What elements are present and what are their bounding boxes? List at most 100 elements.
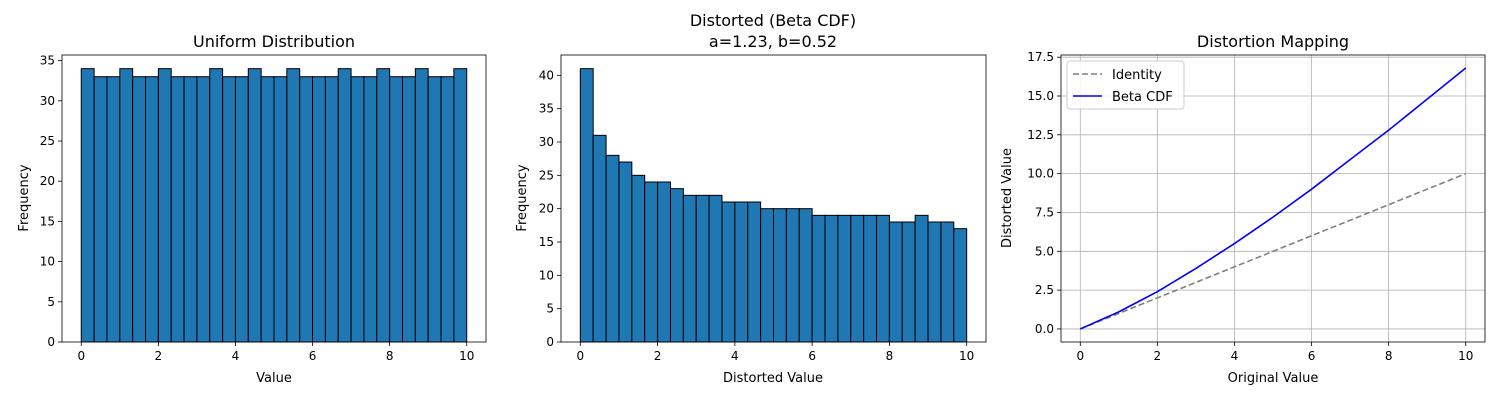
y-tick-label: 12.5 bbox=[1027, 128, 1054, 142]
histogram-bar bbox=[631, 174, 646, 343]
chart-1-x-ticks: 0 2 4 6 8 10 bbox=[77, 342, 474, 363]
y-tick-label: 30 bbox=[40, 94, 55, 108]
series-line-identity bbox=[1079, 172, 1467, 330]
histogram-bar bbox=[695, 194, 710, 343]
histogram-bar bbox=[350, 76, 365, 343]
y-tick-label: 35 bbox=[539, 102, 554, 116]
chart-2-x-axis-label: Distorted Value bbox=[723, 371, 823, 386]
histogram-bar bbox=[312, 76, 326, 343]
y-tick-label: 20 bbox=[40, 174, 55, 188]
histogram-bar bbox=[888, 221, 903, 343]
histogram-bar bbox=[196, 76, 211, 343]
x-tick-label: 8 bbox=[886, 349, 894, 363]
y-tick-label: 25 bbox=[40, 134, 55, 148]
chart-3-y-ticks: 0.0 2.5 5.0 7.5 10.0 12.5 15.0 17.5 bbox=[1027, 50, 1061, 336]
histogram-bar bbox=[605, 154, 620, 343]
chart-1-bars bbox=[80, 68, 468, 343]
legend-box bbox=[1066, 60, 1185, 110]
x-tick-label: 6 bbox=[808, 349, 816, 363]
chart-1-plot-frame bbox=[61, 54, 487, 343]
y-tick-label: 40 bbox=[539, 68, 554, 82]
chart-2-x-ticks: 0 2 4 6 8 10 bbox=[576, 342, 974, 363]
x-tick-label: 6 bbox=[1308, 349, 1316, 363]
histogram-bar bbox=[901, 221, 916, 343]
histogram-bar bbox=[273, 76, 288, 343]
x-tick-label: 10 bbox=[1458, 349, 1473, 363]
y-tick-label: 15 bbox=[539, 235, 554, 249]
histogram-bar bbox=[106, 76, 121, 343]
histogram-bar bbox=[209, 68, 224, 343]
y-tick-label: 5 bbox=[546, 302, 554, 316]
x-tick-label: 10 bbox=[959, 349, 974, 363]
histogram-bar bbox=[337, 68, 352, 343]
histogram-bar bbox=[914, 214, 929, 343]
chart-1-y-axis-label: Frequency bbox=[17, 164, 32, 231]
histogram-bar bbox=[389, 76, 403, 343]
histogram-bar bbox=[247, 68, 262, 343]
chart-2-y-axis-label: Frequency bbox=[515, 164, 530, 231]
histogram-bar bbox=[657, 181, 671, 343]
histogram-bar bbox=[363, 76, 378, 343]
y-tick-label: 5.0 bbox=[1035, 244, 1054, 258]
chart-3-lines bbox=[1079, 67, 1467, 330]
histogram-bar bbox=[760, 208, 775, 343]
histogram-bar bbox=[747, 201, 762, 343]
histogram-bar bbox=[876, 214, 890, 343]
histogram-bar bbox=[927, 221, 942, 343]
histogram-bar bbox=[708, 194, 723, 343]
chart-3-grid bbox=[1061, 55, 1485, 342]
histogram-bar bbox=[414, 68, 429, 343]
y-tick-label: 35 bbox=[40, 54, 55, 68]
y-tick-label: 0 bbox=[546, 335, 554, 349]
histogram-bar bbox=[80, 68, 95, 343]
histogram-bar bbox=[592, 134, 607, 343]
y-tick-label: 10 bbox=[539, 268, 554, 282]
y-tick-label: 0.0 bbox=[1035, 322, 1054, 336]
y-tick-label: 25 bbox=[539, 168, 554, 182]
x-tick-label: 6 bbox=[309, 349, 317, 363]
chart-3-title: Distortion Mapping bbox=[1197, 32, 1349, 51]
histogram-bar bbox=[863, 214, 878, 343]
y-tick-label: 7.5 bbox=[1035, 205, 1054, 219]
histogram-bar bbox=[324, 76, 339, 343]
histogram-bar bbox=[401, 76, 416, 343]
histogram-bar bbox=[824, 214, 839, 343]
chart-1-title: Uniform Distribution bbox=[193, 32, 355, 51]
histogram-bar bbox=[222, 76, 236, 343]
x-tick-label: 4 bbox=[1231, 349, 1239, 363]
histogram-bar bbox=[286, 68, 301, 343]
histogram-bar bbox=[850, 214, 865, 343]
histogram-bar bbox=[785, 208, 800, 343]
histogram-bar bbox=[376, 68, 391, 343]
histogram-bar bbox=[157, 68, 172, 343]
x-tick-label: 4 bbox=[232, 349, 240, 363]
chart-2-y-ticks: 0 5 10 15 20 25 30 35 40 bbox=[539, 68, 561, 349]
histogram-bar bbox=[234, 76, 249, 343]
chart-2-subtitle: a=1.23, b=0.52 bbox=[709, 32, 837, 51]
x-tick-label: 8 bbox=[1385, 349, 1393, 363]
chart-mapping: Distortion Mapping 0 2 4 6 8 10 0.0 2.5 5.0 7.5 1… bbox=[1000, 32, 1486, 386]
x-tick-label: 0 bbox=[576, 349, 584, 363]
histogram-bar bbox=[837, 214, 852, 343]
histogram-bar bbox=[811, 214, 826, 343]
y-tick-label: 2.5 bbox=[1035, 283, 1054, 297]
chart-3-x-ticks: 0 2 4 6 8 10 bbox=[1076, 342, 1473, 363]
histogram-bar bbox=[721, 201, 736, 343]
histogram-bar bbox=[734, 201, 749, 343]
histogram-bar bbox=[119, 68, 134, 343]
x-tick-label: 8 bbox=[386, 349, 394, 363]
y-tick-label: 17.5 bbox=[1027, 50, 1054, 64]
chart-2-bars bbox=[579, 68, 968, 343]
x-tick-label: 10 bbox=[459, 349, 474, 363]
chart-2-title: Distorted (Beta CDF) bbox=[690, 11, 856, 30]
chart-uniform: Uniform Distribution 0 2 4 6 8 10 0 5 10 15 20 25 3… bbox=[17, 32, 487, 386]
chart-3-legend: Identity Beta CDF bbox=[1066, 60, 1185, 110]
histogram-bar bbox=[798, 208, 813, 343]
x-tick-label: 2 bbox=[654, 349, 662, 363]
x-tick-label: 0 bbox=[77, 349, 85, 363]
chart-3-x-axis-label: Original Value bbox=[1228, 371, 1319, 386]
y-tick-label: 15 bbox=[40, 214, 55, 228]
x-tick-label: 4 bbox=[731, 349, 739, 363]
histogram-bar bbox=[132, 76, 147, 343]
histogram-bar bbox=[427, 76, 442, 343]
